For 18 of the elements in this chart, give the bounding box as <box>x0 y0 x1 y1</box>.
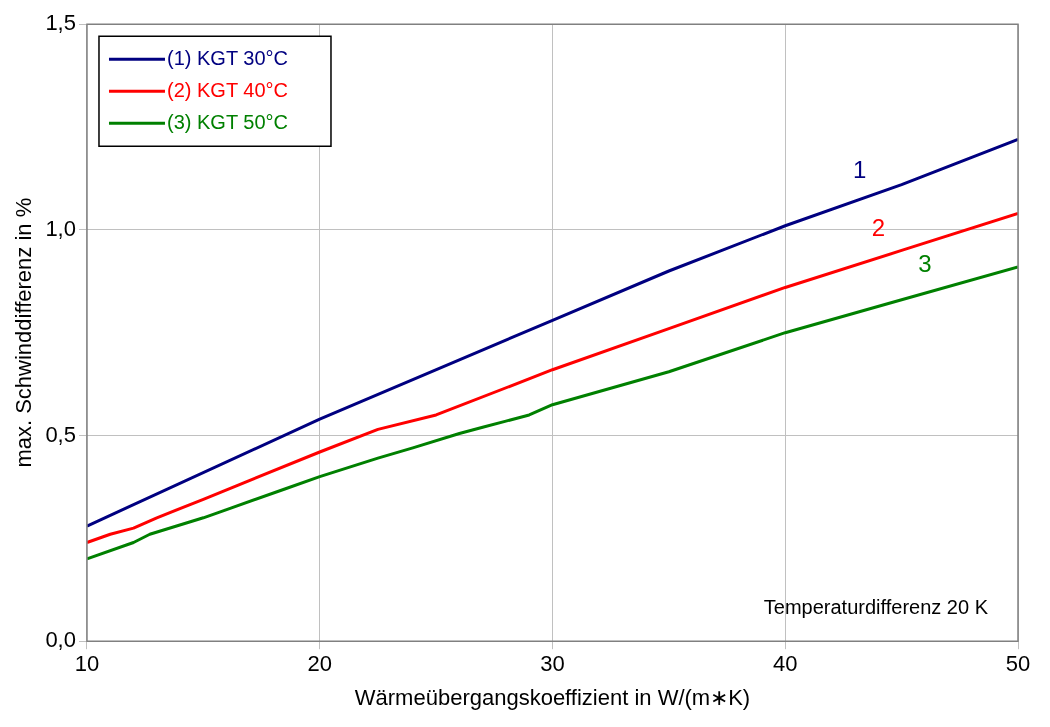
y-tick-label: 0,5 <box>45 421 76 447</box>
y-axis-title: max. Schwinddifferenz in % <box>11 197 37 468</box>
annotation: 1 <box>853 156 867 184</box>
x-tick-label: 50 <box>1005 651 1031 677</box>
legend-label: (2) KGT 40°C <box>166 78 288 101</box>
legend-label: (3) KGT 50°C <box>166 110 288 133</box>
y-tick-label: 1,5 <box>45 10 76 36</box>
y-tick-label: 0,0 <box>45 627 76 653</box>
annotation: Temperaturdifferenz 20 K <box>763 595 989 618</box>
x-tick-label: 20 <box>307 651 332 677</box>
legend-label: (1) KGT 30°C <box>166 46 288 69</box>
x-tick-label: 10 <box>74 651 100 677</box>
annotation: 3 <box>918 249 932 277</box>
x-tick-label: 40 <box>773 651 798 677</box>
annotation: 2 <box>871 214 886 242</box>
x-tick-label: 30 <box>540 651 565 677</box>
x-axis-title: Wärmeübergangskoeffizient in W/(m∗K) <box>354 684 751 710</box>
y-tick-label: 1,0 <box>45 215 76 241</box>
